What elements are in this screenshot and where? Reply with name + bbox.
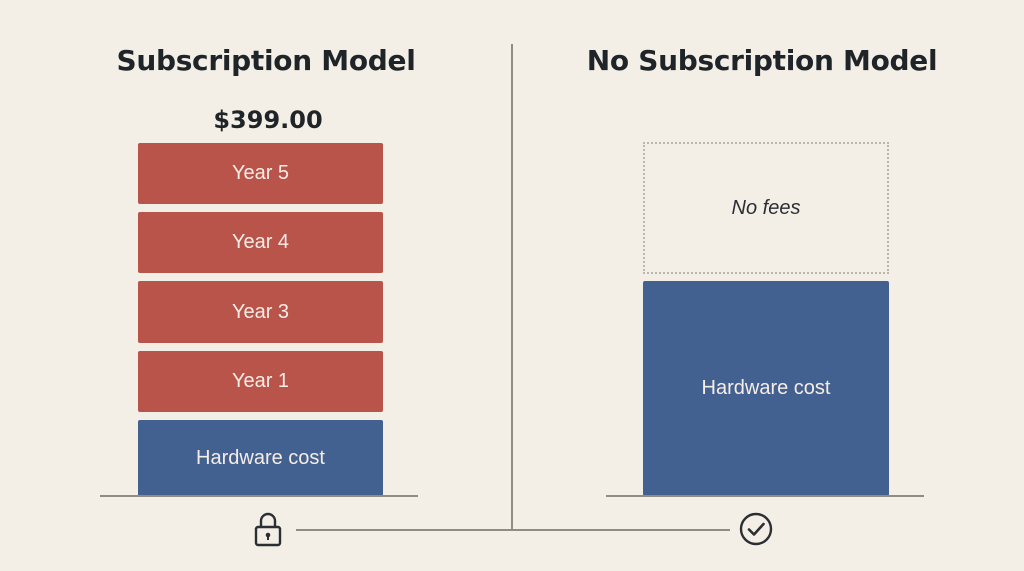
fee-block-year-5: Year 5 [138,143,383,204]
fee-block-year-4: Year 4 [138,212,383,273]
left-baseline [100,495,418,497]
total-price-label: $399.00 [213,106,323,134]
subscription-model-title: Subscription Model [116,44,416,77]
padlock-icon [252,510,284,548]
hardware-cost-block-left: Hardware cost [138,420,383,496]
no-subscription-model-title: No Subscription Model [586,44,938,77]
fee-block-year-3: Year 3 [138,281,383,343]
check-circle-icon [738,511,774,547]
center-divider [511,44,513,530]
right-baseline [606,495,924,497]
hardware-cost-block-right: Hardware cost [643,281,889,496]
fee-block-year-1: Year 1 [138,351,383,412]
bottom-connector-line [296,529,730,531]
no-fees-placeholder: No fees [643,142,889,274]
